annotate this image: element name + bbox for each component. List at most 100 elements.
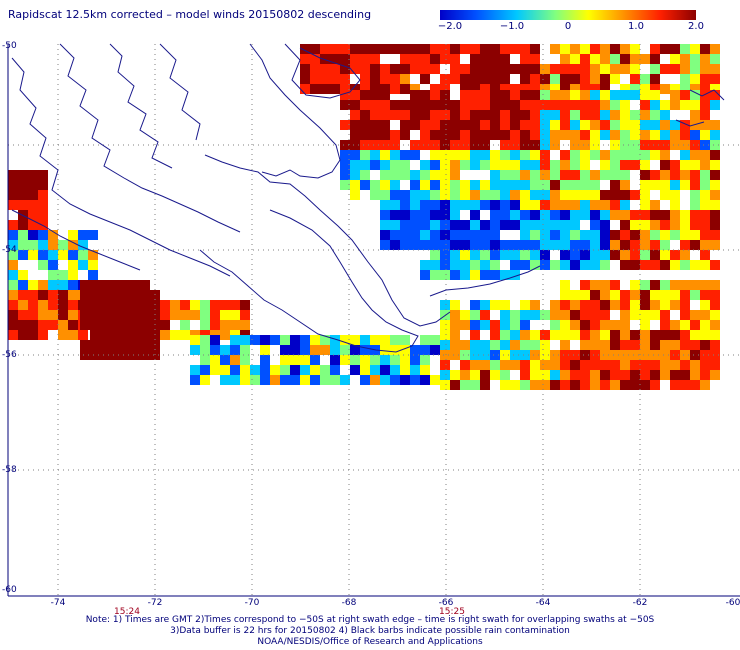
wind-cell: [340, 54, 350, 64]
colorbar-label: −2.0: [437, 21, 463, 32]
wind-cell: [550, 260, 560, 270]
wind-cell: [690, 74, 700, 84]
wind-cell: [600, 74, 610, 84]
wind-cell: [450, 380, 460, 390]
wind-cell: [420, 335, 430, 345]
wind-cell: [430, 270, 440, 280]
wind-cell: [540, 180, 550, 190]
wind-cell: [550, 120, 560, 130]
wind-cell: [400, 120, 410, 130]
wind-cell: [88, 260, 98, 270]
wind-cell: [590, 190, 600, 200]
wind-cell: [540, 340, 550, 350]
wind-cell: [700, 220, 710, 230]
wind-cell: [18, 200, 28, 210]
wind-cell: [470, 54, 480, 64]
wind-cell: [540, 350, 550, 360]
wind-cell: [710, 310, 720, 320]
wind-cell: [430, 160, 440, 170]
wind-cell: [360, 130, 370, 140]
wind-cell: [420, 220, 430, 230]
wind-cell: [380, 220, 390, 230]
wind-cell: [620, 370, 630, 380]
wind-cell: [570, 140, 580, 150]
wind-cell: [690, 180, 700, 190]
wind-cell: [610, 110, 620, 120]
wind-cell: [600, 280, 610, 290]
wind-cell: [480, 190, 490, 200]
wind-cell: [630, 160, 640, 170]
wind-cell: [580, 64, 590, 74]
wind-cell: [240, 300, 250, 310]
wind-cell: [570, 320, 580, 330]
wind-cell: [230, 345, 240, 355]
wind-cell: [460, 200, 470, 210]
wind-cell: [710, 160, 720, 170]
wind-cell: [700, 64, 710, 74]
wind-cell: [420, 44, 430, 54]
wind-cell: [350, 150, 360, 160]
wind-cell: [48, 250, 58, 260]
wind-cell: [400, 375, 410, 385]
wind-cell: [48, 240, 58, 250]
wind-cell: [530, 190, 540, 200]
wind-cell: [580, 320, 590, 330]
wind-cell: [68, 300, 78, 310]
x-tick-label: -66: [439, 598, 454, 608]
wind-cell: [600, 210, 610, 220]
wind-cell: [530, 74, 540, 84]
wind-cell: [610, 190, 620, 200]
wind-cell: [140, 320, 150, 330]
wind-cell: [520, 330, 530, 340]
wind-cell: [350, 180, 360, 190]
wind-cell: [610, 290, 620, 300]
wind-cell: [700, 340, 710, 350]
wind-cell: [240, 365, 250, 375]
wind-cell: [210, 320, 220, 330]
wind-cell: [450, 74, 460, 84]
wind-cell: [610, 360, 620, 370]
wind-cell: [550, 180, 560, 190]
wind-cell: [500, 64, 510, 74]
wind-cell: [370, 90, 380, 100]
wind-cell: [520, 310, 530, 320]
wind-cell: [570, 160, 580, 170]
wind-cell: [350, 110, 360, 120]
wind-cell: [68, 280, 78, 290]
wind-cell: [220, 345, 230, 355]
wind-cell: [160, 320, 170, 330]
wind-cell: [28, 300, 38, 310]
wind-cell: [530, 140, 540, 150]
wind-cell: [350, 130, 360, 140]
wind-cell: [340, 100, 350, 110]
wind-cell: [650, 380, 660, 390]
wind-cell: [430, 200, 440, 210]
wind-cell: [68, 330, 78, 340]
wind-cell: [480, 340, 490, 350]
wind-cell: [480, 260, 490, 270]
wind-cell: [430, 345, 440, 355]
wind-cell: [640, 54, 650, 64]
wind-cell: [570, 310, 580, 320]
wind-cell: [28, 220, 38, 230]
wind-cell: [430, 130, 440, 140]
colorbar-label: 0: [564, 21, 572, 32]
wind-cell: [130, 290, 140, 300]
wind-cell: [630, 300, 640, 310]
wind-cell: [580, 310, 590, 320]
wind-cell: [600, 44, 610, 54]
wind-cell: [490, 270, 500, 280]
wind-cell: [400, 230, 410, 240]
wind-cell: [380, 44, 390, 54]
wind-cell: [58, 250, 68, 260]
wind-cell: [530, 350, 540, 360]
wind-cell: [510, 64, 520, 74]
wind-cell: [710, 64, 720, 74]
wind-cell: [360, 84, 370, 94]
wind-cell: [710, 260, 720, 270]
wind-cell: [620, 90, 630, 100]
wind-cell: [540, 74, 550, 84]
wind-cell: [480, 230, 490, 240]
wind-cell: [580, 74, 590, 84]
wind-cell: [400, 345, 410, 355]
